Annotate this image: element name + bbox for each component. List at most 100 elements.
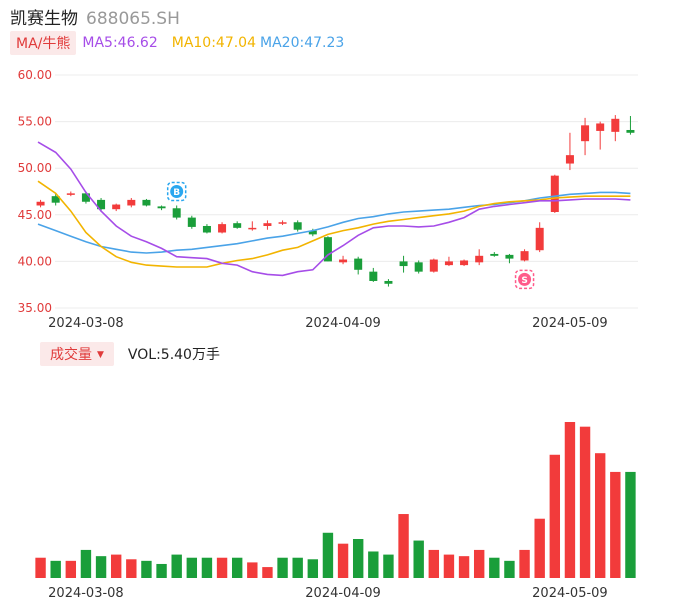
candle: [399, 255, 408, 273]
volume-bar: [231, 557, 243, 578]
candle: [505, 253, 514, 264]
ma20-line: [37, 191, 631, 254]
volume-selector-button[interactable]: 成交量 ▼: [40, 342, 114, 366]
volume-bar: [519, 549, 530, 578]
volume-bar: [156, 563, 167, 578]
signal-letter: B: [173, 188, 180, 198]
candle-body: [384, 280, 393, 284]
price-x-tick-label: 2024-05-09: [532, 316, 608, 331]
candle-body: [429, 259, 438, 272]
candle-body: [369, 271, 378, 281]
candle: [172, 205, 181, 220]
candle-body: [596, 123, 605, 131]
candle-body: [172, 208, 181, 218]
ma-selector-button[interactable]: MA/牛熊: [10, 31, 77, 55]
candle-body: [535, 227, 544, 251]
candle-body: [354, 258, 363, 270]
candle-body: [308, 230, 317, 235]
volume-bar: [579, 426, 591, 578]
candle: [626, 116, 635, 135]
candle-body: [293, 222, 302, 230]
volume-bar: [610, 471, 621, 578]
price-tick-label: 35.00: [18, 301, 52, 315]
volume-bar: [35, 557, 46, 578]
volume-bar: [247, 562, 258, 578]
volume-bar: [110, 554, 122, 578]
candle: [384, 279, 393, 287]
volume-bar: [413, 540, 424, 578]
volume-bar: [594, 453, 606, 578]
candle: [187, 215, 196, 229]
ma10-line: [37, 180, 631, 268]
volume-bar: [307, 559, 319, 578]
candle-body: [97, 199, 106, 210]
volume-bar: [428, 549, 440, 578]
signal-dot: [518, 272, 532, 286]
volume-bar: [398, 514, 409, 578]
candle-body: [278, 222, 287, 224]
ma20-legend-value: MA20:47.23: [260, 35, 345, 51]
volume-bar: [126, 559, 137, 578]
candle: [293, 220, 302, 232]
volume-bar: [322, 532, 334, 578]
candle: [429, 258, 438, 273]
volume-bar: [80, 549, 92, 578]
candle-body: [399, 261, 408, 267]
candle-body: [323, 237, 332, 262]
volume-bar: [277, 557, 288, 578]
price-tick-label: 55.00: [18, 115, 52, 129]
candle: [611, 115, 620, 142]
price-tick-label: 60.00: [18, 68, 52, 82]
candle: [36, 199, 45, 208]
candle: [565, 132, 574, 171]
candle: [475, 249, 484, 266]
sell-signal-icon: S: [514, 269, 535, 290]
candle-body: [565, 155, 574, 164]
ma-legend: MA/牛熊 MA5:46.62 MA10:47.04 MA20:47.23: [10, 31, 344, 55]
volume-selector-label: 成交量: [50, 347, 92, 363]
candle: [369, 267, 378, 282]
candle-body: [187, 217, 196, 227]
volume-legend: 成交量 ▼ VOL:5.40万手: [40, 342, 220, 366]
stock-header: 凯赛生物 688065.SH: [10, 4, 180, 29]
candle: [354, 256, 363, 275]
candle-body: [112, 204, 121, 210]
candle-body: [520, 251, 529, 261]
candle: [218, 222, 227, 234]
candle: [278, 220, 287, 226]
buy-signal-icon: B: [166, 181, 187, 202]
volume-bar: [458, 556, 470, 578]
volume-x-tick-label: 2024-04-09: [305, 586, 381, 601]
candle-body: [505, 254, 514, 259]
volume-bar: [337, 543, 349, 578]
candle: [233, 221, 242, 229]
candle-body: [51, 196, 60, 203]
volume-bar: [504, 560, 515, 578]
volume-bar: [50, 560, 61, 578]
price-x-tick-label: 2024-04-09: [305, 316, 381, 331]
volume-bar: [564, 422, 576, 578]
candle: [444, 256, 453, 267]
volume-bar: [262, 567, 273, 578]
candle: [596, 121, 605, 150]
ma5-legend-value: MA5:46.62: [82, 35, 158, 51]
candle-body: [142, 199, 151, 206]
volume-bar: [292, 557, 303, 578]
candle-body: [581, 125, 590, 142]
candle: [535, 222, 544, 253]
volume-bar: [352, 539, 364, 578]
candle: [263, 220, 272, 230]
candle: [112, 203, 121, 212]
candle: [66, 191, 75, 197]
candle: [414, 260, 423, 274]
volume-bar: [171, 554, 182, 578]
volume-x-tick-label: 2024-03-08: [48, 586, 124, 601]
candle-body: [550, 175, 559, 213]
candle-body: [339, 259, 348, 263]
volume-bar: [473, 549, 485, 578]
volume-bar: [368, 551, 379, 578]
stock-name: 凯赛生物: [10, 9, 78, 29]
price-tick-label: 50.00: [18, 161, 52, 175]
candle-body: [475, 255, 484, 263]
